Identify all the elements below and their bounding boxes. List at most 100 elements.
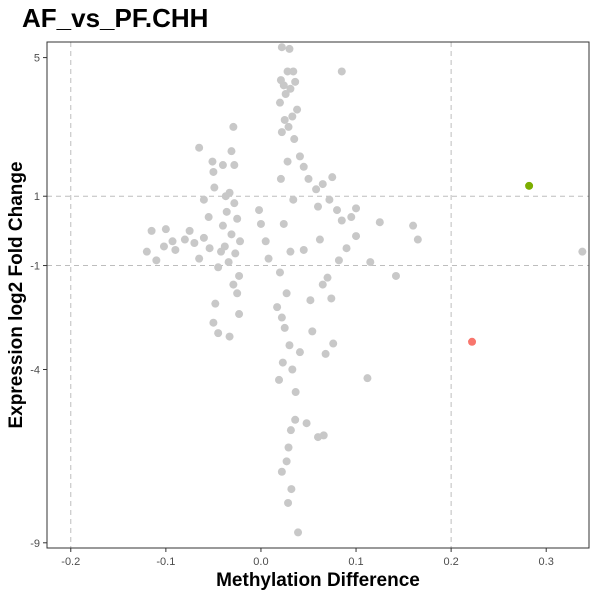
scatter-point <box>195 143 204 152</box>
scatter-point <box>280 115 289 124</box>
scatter-point <box>222 207 231 216</box>
scatter-point <box>255 206 264 215</box>
scatter-point <box>142 247 151 256</box>
scatter-point <box>233 289 242 298</box>
scatter-point <box>342 244 351 253</box>
scatter-point <box>204 213 213 222</box>
scatter-point <box>294 528 303 537</box>
scatter-point <box>295 152 304 161</box>
scatter-point <box>284 122 293 131</box>
threshold-lines <box>47 42 589 548</box>
scatter-point <box>314 202 322 211</box>
scatter-point <box>321 349 330 358</box>
scatter-point <box>277 128 286 137</box>
scatter-point <box>352 232 361 241</box>
scatter-point <box>161 225 170 234</box>
scatter-point <box>280 323 289 332</box>
scatter-point <box>218 161 227 170</box>
scatter-point <box>291 388 300 397</box>
scatter-point <box>333 206 342 215</box>
scatter-point <box>279 219 288 228</box>
scatter-point <box>261 237 270 246</box>
scatter-point <box>230 161 239 170</box>
chart-title: AF_vs_PF.CHH <box>22 3 208 33</box>
scatter-point <box>337 216 346 225</box>
scatter-point <box>235 271 244 280</box>
scatter-point <box>278 358 287 367</box>
x-tick-label: -0.2 <box>61 556 80 568</box>
scatter-point <box>210 183 219 192</box>
scatter-point <box>409 221 418 230</box>
y-axis-title: Expression log2 Fold Change <box>6 161 27 428</box>
scatter-point <box>293 105 302 114</box>
scatter-point <box>288 365 297 374</box>
scatter-point <box>283 67 292 76</box>
scatter-point <box>287 485 296 494</box>
scatter-point <box>413 235 422 244</box>
scatter-point <box>217 247 226 256</box>
scatter-point <box>289 67 298 76</box>
scatter-point <box>328 173 337 182</box>
scatter-point <box>214 263 223 272</box>
scatter-point <box>275 375 284 384</box>
scatter-point <box>256 219 265 228</box>
scatter-point <box>277 313 286 322</box>
scatter-point <box>325 195 334 204</box>
scatter-point <box>208 157 217 166</box>
scatter-point <box>227 147 236 156</box>
scatter-point <box>302 419 311 428</box>
y-tick-label: -4 <box>30 365 40 377</box>
scatter-point <box>363 374 372 383</box>
scatter-point <box>306 296 315 305</box>
scatter-point <box>235 310 244 319</box>
scatter-point <box>277 467 286 476</box>
x-tick-label: 0.1 <box>348 556 363 568</box>
x-tick-label: 0.0 <box>253 556 268 568</box>
scatter-point <box>227 230 236 239</box>
scatter-point <box>159 242 168 251</box>
scatter-point <box>282 289 291 298</box>
scatter-point <box>282 457 291 466</box>
scatter-point <box>304 174 313 183</box>
scatter-point <box>168 237 177 246</box>
scatter-point <box>352 204 361 213</box>
scatter-point <box>290 135 299 144</box>
scatter-point <box>285 341 294 350</box>
scatter-point <box>277 43 286 52</box>
scatter-point <box>281 89 290 98</box>
scatter-point <box>391 271 400 280</box>
scatter-point <box>299 245 308 254</box>
scatter-point <box>468 337 477 346</box>
scatter-point <box>147 226 156 235</box>
scatter-point <box>284 443 293 452</box>
scatter-point <box>199 233 208 242</box>
scatter-point <box>229 122 238 131</box>
scatter-point <box>284 498 293 507</box>
scatter-point <box>225 332 234 341</box>
scatter-point <box>264 254 273 263</box>
scatter-point <box>185 226 194 235</box>
y-axis-ticks: -9 -4 -1 1 5 <box>30 53 47 550</box>
scatter-point <box>209 167 218 176</box>
scatter-point <box>218 221 227 230</box>
scatter-point <box>337 67 346 76</box>
scatter-point <box>214 329 223 338</box>
scatter-point <box>236 237 245 246</box>
scatter-point <box>180 235 189 244</box>
scatter-point <box>289 195 298 204</box>
scatter-point <box>275 98 284 107</box>
scatter-point <box>291 415 300 424</box>
scatter-point <box>315 235 324 244</box>
scatter-point <box>375 218 384 227</box>
scatter-point <box>231 249 240 258</box>
scatter-point <box>327 294 336 303</box>
scatter-point <box>286 247 295 256</box>
scatter-point <box>152 256 161 265</box>
scatter-point <box>230 199 239 208</box>
scatter-point <box>276 174 285 183</box>
scatter-point <box>318 180 327 189</box>
y-tick-label: 5 <box>34 53 40 65</box>
scatter-point <box>211 299 220 308</box>
scatter-point <box>334 256 343 265</box>
